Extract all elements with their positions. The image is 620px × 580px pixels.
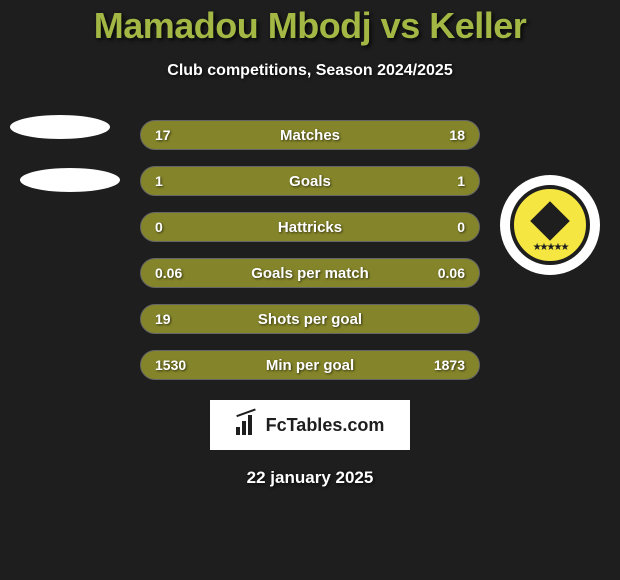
stat-right-value: 0 xyxy=(415,219,465,235)
stat-left-value: 17 xyxy=(155,127,205,143)
stat-row-matches: 17 Matches 18 xyxy=(140,120,480,150)
subtitle: Club competitions, Season 2024/2025 xyxy=(0,62,620,80)
stat-label: Min per goal xyxy=(266,357,354,374)
badge-stars-icon: ★★★★★ xyxy=(533,242,568,253)
brand-text: FcTables.com xyxy=(266,415,385,436)
stat-left-value: 0 xyxy=(155,219,205,235)
stat-label: Shots per goal xyxy=(258,311,362,328)
club-badge-inner: ★★★★★ xyxy=(510,185,590,265)
stat-row-hattricks: 0 Hattricks 0 xyxy=(140,212,480,242)
brand-box: FcTables.com xyxy=(210,400,410,450)
stat-right-value: 0.06 xyxy=(415,265,465,281)
stat-label: Goals xyxy=(289,173,331,190)
player-left-avatar-1 xyxy=(10,115,110,139)
stat-left-value: 19 xyxy=(155,311,205,327)
stat-label: Hattricks xyxy=(278,219,342,236)
player-left-avatar-2 xyxy=(20,168,120,192)
page-title: Mamadou Mbodj vs Keller xyxy=(0,5,620,47)
stat-label: Goals per match xyxy=(251,265,369,282)
stat-row-goals: 1 Goals 1 xyxy=(140,166,480,196)
stat-left-value: 1 xyxy=(155,173,205,189)
stat-left-value: 1530 xyxy=(155,357,205,373)
stat-label: Matches xyxy=(280,127,340,144)
stat-right-value: 1 xyxy=(415,173,465,189)
date-label: 22 january 2025 xyxy=(0,468,620,488)
stat-right-value: 18 xyxy=(415,127,465,143)
stat-right-value: 1873 xyxy=(415,357,465,373)
chart-icon xyxy=(236,415,260,435)
stat-row-goals-per-match: 0.06 Goals per match 0.06 xyxy=(140,258,480,288)
badge-diamond-icon xyxy=(530,201,570,241)
stat-row-shots-per-goal: 19 Shots per goal xyxy=(140,304,480,334)
stat-row-min-per-goal: 1530 Min per goal 1873 xyxy=(140,350,480,380)
stat-left-value: 0.06 xyxy=(155,265,205,281)
club-badge: ★★★★★ xyxy=(500,175,600,275)
